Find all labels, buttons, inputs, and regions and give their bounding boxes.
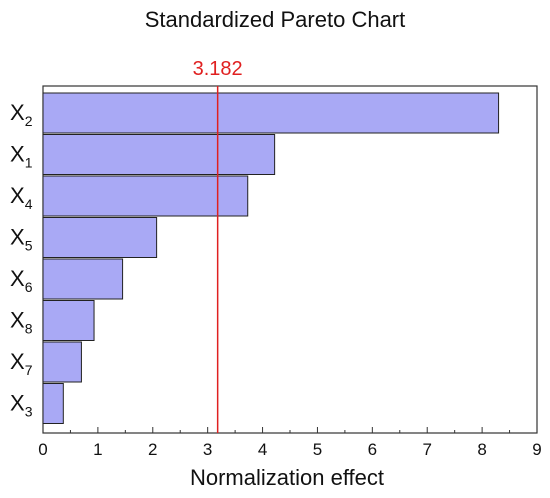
chart-title: Standardized Pareto Chart	[145, 7, 406, 32]
x-tick-label-9: 9	[532, 440, 541, 459]
y-tick-label-x4: X4	[10, 183, 33, 212]
x-tick-label-5: 5	[313, 440, 322, 459]
bar-x4	[42, 175, 249, 217]
x-tick-label-2: 2	[148, 440, 157, 459]
x-tick-label-0: 0	[38, 440, 47, 459]
y-tick-label-x6: X6	[10, 266, 33, 295]
x-axis-label: Normalization effect	[190, 465, 384, 490]
y-tick-label-x2: X2	[10, 100, 33, 129]
y-tick-label-x3: X3	[10, 391, 33, 420]
y-tick-label-x5: X5	[10, 225, 33, 254]
x-tick-label-4: 4	[258, 440, 267, 459]
y-tick-label-x1: X1	[10, 142, 33, 171]
x-tick-label-7: 7	[422, 440, 431, 459]
x-tick-label-6: 6	[368, 440, 377, 459]
bar-x1	[42, 134, 276, 175]
bar-x7	[42, 341, 82, 383]
bar-x5	[42, 217, 158, 258]
bar-x3	[42, 383, 64, 424]
bar-x6	[42, 258, 124, 300]
plot-area: X2 X1 X4 X5 X6 X8 X7 X3 0 1 2 3 4 5 6 7 8 9 3.182	[10, 58, 542, 459]
x-tick-label-3: 3	[203, 440, 212, 459]
reference-line-label: 3.182	[193, 58, 243, 80]
x-tick-label-1: 1	[93, 440, 102, 459]
y-tick-label-x7: X7	[10, 349, 33, 378]
x-tick-label-8: 8	[477, 440, 486, 459]
y-tick-label-x8: X8	[10, 308, 33, 337]
bar-x8	[42, 300, 95, 341]
bar-x2	[42, 92, 500, 134]
